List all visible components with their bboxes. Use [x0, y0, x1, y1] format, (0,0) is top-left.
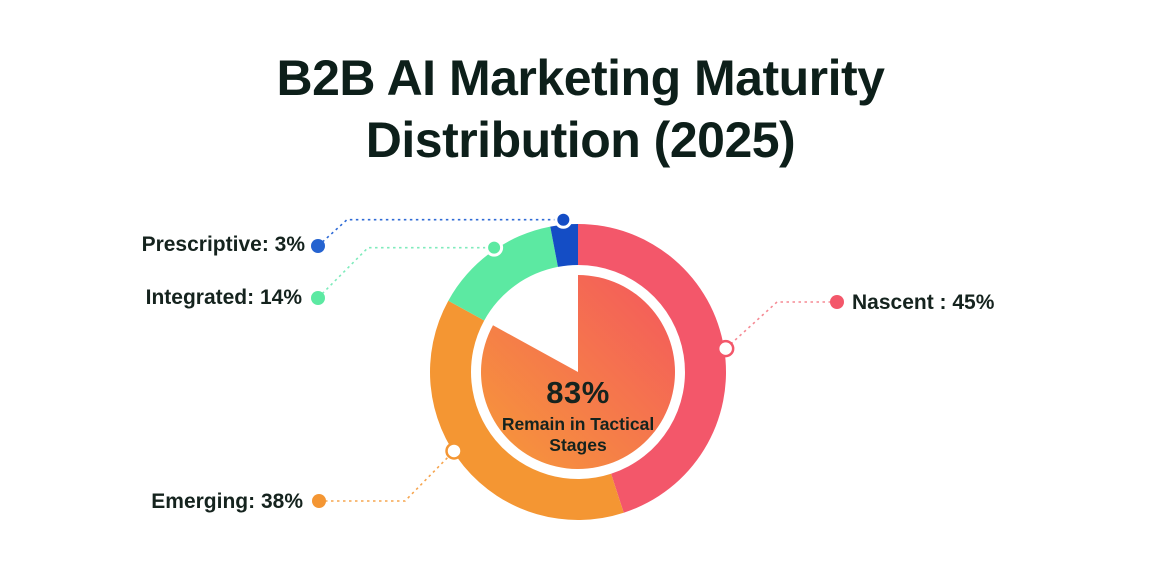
label-dot-emerging [312, 494, 326, 508]
pie-segment-integrated [448, 226, 558, 321]
center-callout-value: 83% [546, 375, 610, 410]
pie-segment-nascent [578, 223, 727, 513]
label-nascent: Nascent : 45% [852, 291, 995, 314]
chart-title-line-1: B2B AI Marketing Maturity [276, 50, 885, 106]
label-integrated: Integrated: 14% [145, 286, 302, 309]
inner-pie [481, 275, 676, 469]
segment-marker-integrated [485, 238, 504, 257]
label-prescriptive: Prescriptive: 3% [141, 233, 305, 256]
label-dots [311, 239, 844, 508]
segment-markers [445, 210, 735, 460]
chart-title: B2B AI Marketing Maturity Distribution (… [0, 48, 1161, 171]
leader-lines [317, 218, 837, 502]
donut-segments [430, 223, 727, 521]
label-dot-prescriptive [311, 239, 325, 253]
pie-segment-prescriptive [550, 223, 578, 267]
leader-line-prescriptive [317, 218, 564, 247]
label-emerging: Emerging: 38% [151, 490, 303, 513]
segment-marker-nascent [716, 339, 735, 358]
segment-marker-prescriptive [554, 210, 573, 229]
chart-title-line-2: Distribution (2025) [365, 111, 796, 168]
segment-marker-emerging [445, 442, 463, 460]
center-callout: 83% Remain in Tactical Stages [483, 375, 673, 455]
label-dot-nascent [830, 295, 844, 309]
leader-line-emerging [319, 450, 455, 502]
center-callout-text: Remain in Tactical Stages [501, 414, 655, 455]
pie-segment-emerging [430, 300, 624, 521]
label-dot-integrated [311, 291, 325, 305]
inner-pie-sector [481, 275, 676, 469]
leader-line-nascent [725, 301, 837, 350]
